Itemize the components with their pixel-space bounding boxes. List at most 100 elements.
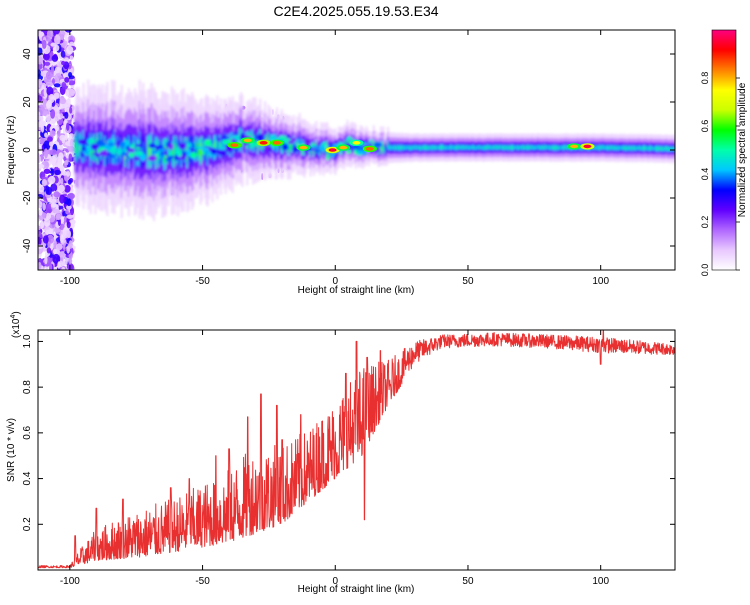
band-cell bbox=[614, 146, 616, 150]
band-cell bbox=[628, 146, 631, 150]
noise-blob bbox=[61, 81, 66, 88]
noise-blob bbox=[38, 185, 45, 193]
band-blob bbox=[121, 151, 127, 157]
band-blob bbox=[256, 133, 264, 142]
band-cell bbox=[298, 139, 301, 148]
band-cell bbox=[560, 145, 563, 150]
band-cell bbox=[508, 145, 511, 150]
band-cell bbox=[437, 145, 440, 150]
band-cell bbox=[636, 146, 639, 150]
band-cell bbox=[444, 146, 447, 150]
figure-title: C2E4.2025.055.19.53.E34 bbox=[273, 3, 438, 19]
band-cell bbox=[148, 141, 151, 158]
band-cell bbox=[402, 145, 405, 150]
band-cell bbox=[430, 145, 433, 150]
snr-x-tick-label: -50 bbox=[195, 576, 210, 587]
noise-blob bbox=[47, 136, 53, 142]
band-cell bbox=[384, 147, 387, 151]
band-cell bbox=[200, 142, 203, 157]
band-cell bbox=[596, 145, 599, 150]
band-cell bbox=[163, 146, 166, 163]
band-cell bbox=[654, 146, 657, 151]
band-cell bbox=[497, 145, 499, 150]
band-blob bbox=[93, 144, 100, 150]
band-cell bbox=[670, 146, 673, 151]
band-blob bbox=[159, 151, 165, 156]
band-cell bbox=[396, 145, 399, 150]
noise-blob bbox=[60, 104, 67, 109]
noise-blob bbox=[58, 152, 64, 160]
snr-x-tick-label: 0 bbox=[332, 576, 338, 587]
band-cell bbox=[501, 145, 504, 150]
noise-blob bbox=[43, 168, 51, 174]
band-cell bbox=[421, 146, 424, 150]
band-cell bbox=[416, 146, 419, 150]
band-cell bbox=[449, 145, 452, 150]
band-cell bbox=[448, 146, 450, 150]
band-cell bbox=[611, 145, 614, 150]
noise-blob bbox=[38, 225, 41, 231]
band-cell bbox=[561, 145, 564, 150]
band-cell bbox=[666, 146, 669, 151]
band-cell bbox=[408, 146, 411, 150]
band-cell bbox=[554, 146, 557, 150]
band-cell bbox=[481, 145, 484, 150]
band-blob bbox=[202, 147, 210, 151]
band-cell bbox=[432, 145, 435, 149]
noise-blob bbox=[54, 44, 60, 52]
band-cell bbox=[254, 134, 257, 146]
band-cell bbox=[562, 146, 565, 150]
band-cell bbox=[657, 147, 659, 151]
noise-blob bbox=[68, 133, 75, 138]
noise-blob bbox=[60, 177, 64, 185]
band-cell bbox=[424, 145, 427, 150]
band-cell bbox=[450, 145, 453, 149]
colorbar-tick-label: 0.4 bbox=[700, 168, 710, 181]
noise-blob bbox=[51, 54, 59, 62]
band-cell bbox=[325, 144, 327, 151]
noise-blob bbox=[52, 209, 60, 214]
snr-line-series bbox=[38, 330, 675, 569]
band-cell bbox=[653, 147, 656, 151]
snr-y-tick-label: 1.0 bbox=[22, 334, 33, 348]
band-cell bbox=[483, 145, 486, 150]
band-cell bbox=[465, 145, 468, 150]
band-cell bbox=[426, 146, 429, 150]
hotspot bbox=[339, 145, 348, 150]
band-cell bbox=[640, 146, 643, 151]
noise-blob bbox=[64, 133, 68, 141]
band-cell bbox=[598, 145, 601, 150]
band-blob bbox=[196, 146, 205, 150]
band-cell bbox=[425, 145, 428, 150]
band-cell bbox=[222, 139, 225, 149]
noise-blob bbox=[38, 209, 43, 216]
snr-x-tick-label: 50 bbox=[462, 576, 474, 587]
band-cell bbox=[627, 146, 630, 151]
noise-blob bbox=[53, 191, 60, 198]
colorbar-gradient bbox=[711, 29, 737, 271]
spectrogram-y-tick-label: 20 bbox=[22, 96, 33, 108]
band-cell bbox=[170, 142, 173, 160]
band-cell bbox=[427, 145, 430, 150]
band-cell bbox=[395, 145, 398, 150]
noise-blob bbox=[59, 113, 64, 119]
band-cell bbox=[545, 145, 548, 150]
spectrogram-y-tick-label: 40 bbox=[22, 48, 33, 60]
noise-blob bbox=[42, 202, 46, 211]
noise-blob bbox=[64, 185, 71, 193]
noise-blob bbox=[60, 50, 66, 58]
noise-blob bbox=[52, 30, 60, 35]
band-cell bbox=[563, 145, 566, 149]
band-cell bbox=[482, 146, 485, 150]
snr-y-label: SNR (10 * v/v) bbox=[6, 418, 17, 482]
noise-blob bbox=[61, 266, 66, 270]
band-cell bbox=[549, 146, 552, 150]
hotspot bbox=[570, 144, 579, 149]
noise-blob bbox=[53, 227, 61, 233]
band-blob bbox=[168, 143, 174, 150]
band-cell bbox=[438, 145, 441, 150]
band-cell bbox=[182, 141, 185, 158]
band-cell bbox=[415, 145, 418, 149]
noise-blob bbox=[53, 92, 60, 99]
